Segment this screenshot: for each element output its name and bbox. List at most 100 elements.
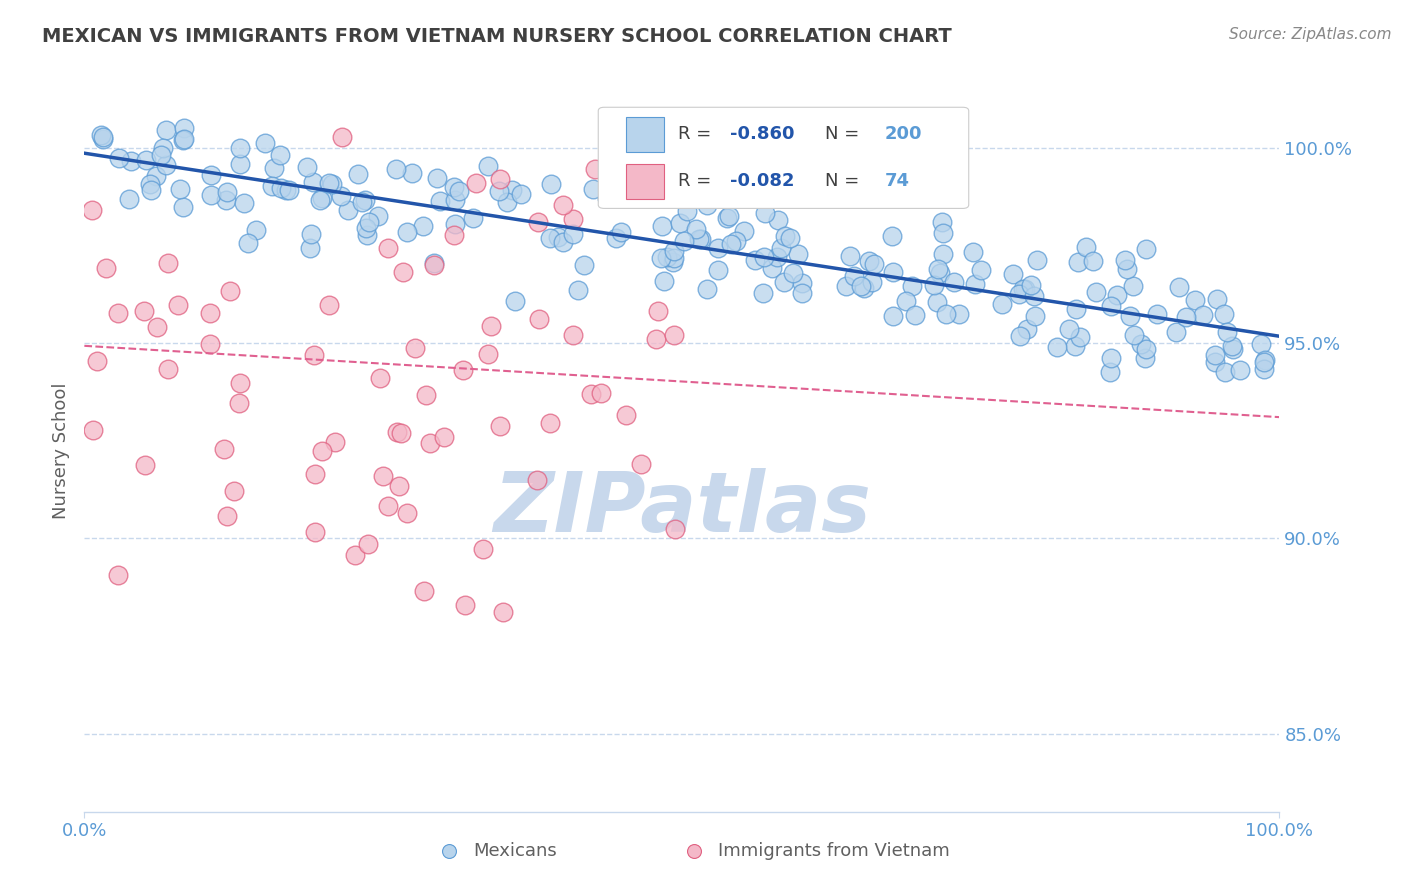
Point — [304, 524, 326, 539]
Point — [538, 417, 561, 431]
Point — [1081, 254, 1104, 268]
Point — [773, 228, 796, 243]
Point — [928, 265, 950, 279]
Point — [488, 172, 510, 186]
Point — [630, 457, 652, 471]
Point — [323, 435, 346, 450]
Point — [733, 224, 755, 238]
Point — [229, 376, 252, 390]
Point — [444, 217, 467, 231]
Point — [404, 341, 426, 355]
Point — [551, 235, 574, 249]
Point — [1074, 240, 1097, 254]
Point — [443, 228, 465, 243]
Point — [83, 50, 105, 64]
Point — [696, 198, 718, 212]
Point — [419, 436, 441, 450]
Point — [689, 232, 711, 246]
Point — [346, 167, 368, 181]
Point — [790, 286, 813, 301]
Point — [835, 278, 858, 293]
Point — [567, 283, 589, 297]
Point — [82, 423, 104, 437]
Point — [229, 157, 252, 171]
Point — [922, 278, 945, 293]
Point — [720, 236, 742, 251]
Point — [454, 598, 477, 612]
Point — [765, 251, 787, 265]
Point — [198, 337, 221, 351]
Point — [562, 327, 585, 342]
Point — [359, 215, 381, 229]
Point — [172, 200, 194, 214]
Point — [562, 212, 585, 227]
Text: Source: ZipAtlas.com: Source: ZipAtlas.com — [1229, 27, 1392, 42]
Point — [1123, 327, 1146, 342]
Text: MEXICAN VS IMMIGRANTS FROM VIETNAM NURSERY SCHOOL CORRELATION CHART: MEXICAN VS IMMIGRANTS FROM VIETNAM NURSE… — [42, 27, 952, 45]
Point — [150, 147, 173, 161]
Point — [344, 548, 367, 562]
Point — [425, 171, 447, 186]
Point — [141, 7, 163, 21]
Point — [676, 204, 699, 219]
Point — [505, 293, 527, 308]
Point — [304, 467, 326, 481]
Point — [276, 183, 298, 197]
Point — [263, 161, 285, 175]
Point — [782, 266, 804, 280]
Point — [395, 225, 418, 239]
Point — [422, 258, 444, 272]
Point — [135, 153, 157, 167]
Point — [657, 250, 679, 264]
Point — [894, 294, 917, 309]
Point — [1191, 308, 1213, 322]
Point — [141, 183, 163, 197]
Text: R =: R = — [678, 172, 717, 190]
Point — [853, 281, 876, 295]
Point — [707, 241, 730, 255]
Point — [1015, 322, 1038, 336]
Point — [139, 177, 162, 191]
Point — [904, 308, 927, 322]
Point — [429, 194, 451, 208]
Point — [970, 263, 993, 277]
Point — [385, 425, 408, 440]
Point — [1216, 325, 1239, 339]
Point — [754, 206, 776, 220]
Point — [167, 298, 190, 312]
Point — [551, 197, 574, 211]
Point — [662, 244, 685, 258]
Point — [354, 193, 377, 207]
Point — [262, 179, 284, 194]
Point — [215, 509, 238, 524]
Point — [1099, 299, 1122, 313]
Point — [664, 523, 686, 537]
Point — [1069, 330, 1091, 344]
Text: 200: 200 — [886, 126, 922, 144]
Point — [1175, 310, 1198, 324]
Point — [479, 319, 502, 334]
Point — [716, 211, 738, 225]
Point — [413, 583, 436, 598]
Point — [96, 260, 118, 275]
Point — [1213, 365, 1236, 379]
Text: ZIPatlas: ZIPatlas — [494, 467, 870, 549]
Point — [1135, 242, 1157, 256]
FancyBboxPatch shape — [599, 107, 969, 209]
Point — [415, 387, 437, 401]
Point — [368, 371, 391, 385]
Point — [392, 265, 415, 279]
Point — [662, 328, 685, 343]
Point — [389, 425, 412, 440]
Point — [509, 187, 531, 202]
Point — [156, 362, 179, 376]
Point — [270, 181, 292, 195]
Point — [932, 247, 955, 261]
Point — [1250, 337, 1272, 351]
Point — [1204, 355, 1226, 369]
Point — [433, 430, 456, 444]
Point — [860, 275, 883, 289]
Point — [173, 121, 195, 136]
Point — [488, 184, 510, 198]
Text: -0.860: -0.860 — [730, 126, 794, 144]
